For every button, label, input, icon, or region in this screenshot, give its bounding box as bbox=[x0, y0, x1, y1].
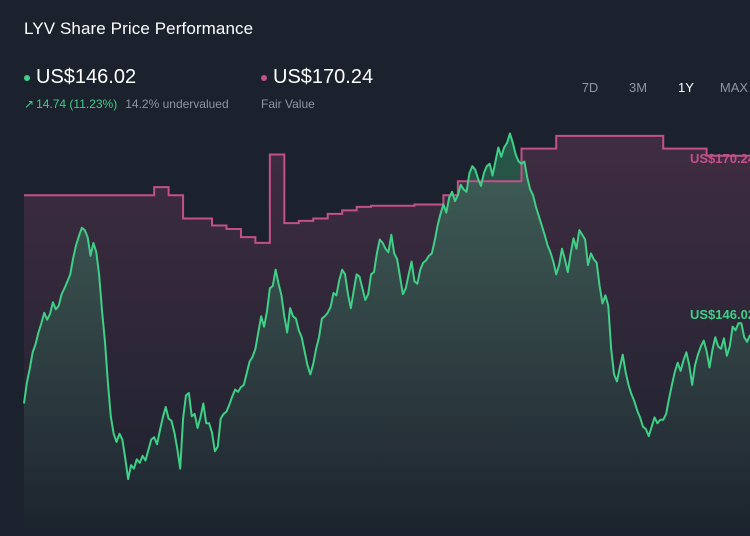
period-tab-1y[interactable]: 1Y bbox=[678, 80, 694, 95]
fair-value-label: Fair Value bbox=[261, 97, 315, 111]
arrow-up-right-icon: ↗ bbox=[24, 97, 35, 111]
fair-value-legend-dot bbox=[261, 74, 267, 81]
chart-title: LYV Share Price Performance bbox=[24, 19, 254, 38]
period-selector: 7D 3M 1Y MAX bbox=[566, 80, 750, 95]
fair-value-line bbox=[24, 134, 750, 244]
period-tab-7d[interactable]: 7D bbox=[581, 80, 599, 95]
share-price-line bbox=[23, 132, 750, 481]
share-price-summary: US$146.02 ↗ 14.74 (11.23%) 14.2% underva… bbox=[24, 66, 229, 111]
valuation-text: 14.2% undervalued bbox=[125, 97, 229, 111]
fair-value-summary: US$170.24 Fair Value bbox=[261, 66, 373, 111]
price-legend-dot bbox=[24, 74, 30, 81]
price-change: ↗ 14.74 (11.23%) bbox=[24, 97, 117, 111]
share-price-area bbox=[24, 133, 750, 536]
price-change-text: 14.74 (11.23%) bbox=[36, 97, 118, 111]
fair-value-value: US$170.24 bbox=[273, 66, 374, 88]
period-tab-max[interactable]: MAX bbox=[719, 80, 749, 95]
period-tab-3m[interactable]: 3M bbox=[628, 80, 648, 95]
share-price-value: US$146.02 bbox=[36, 66, 137, 88]
fair-value-end-label: US$170.24 bbox=[690, 151, 750, 166]
share-price-end-label: US$146.02 bbox=[690, 307, 750, 322]
